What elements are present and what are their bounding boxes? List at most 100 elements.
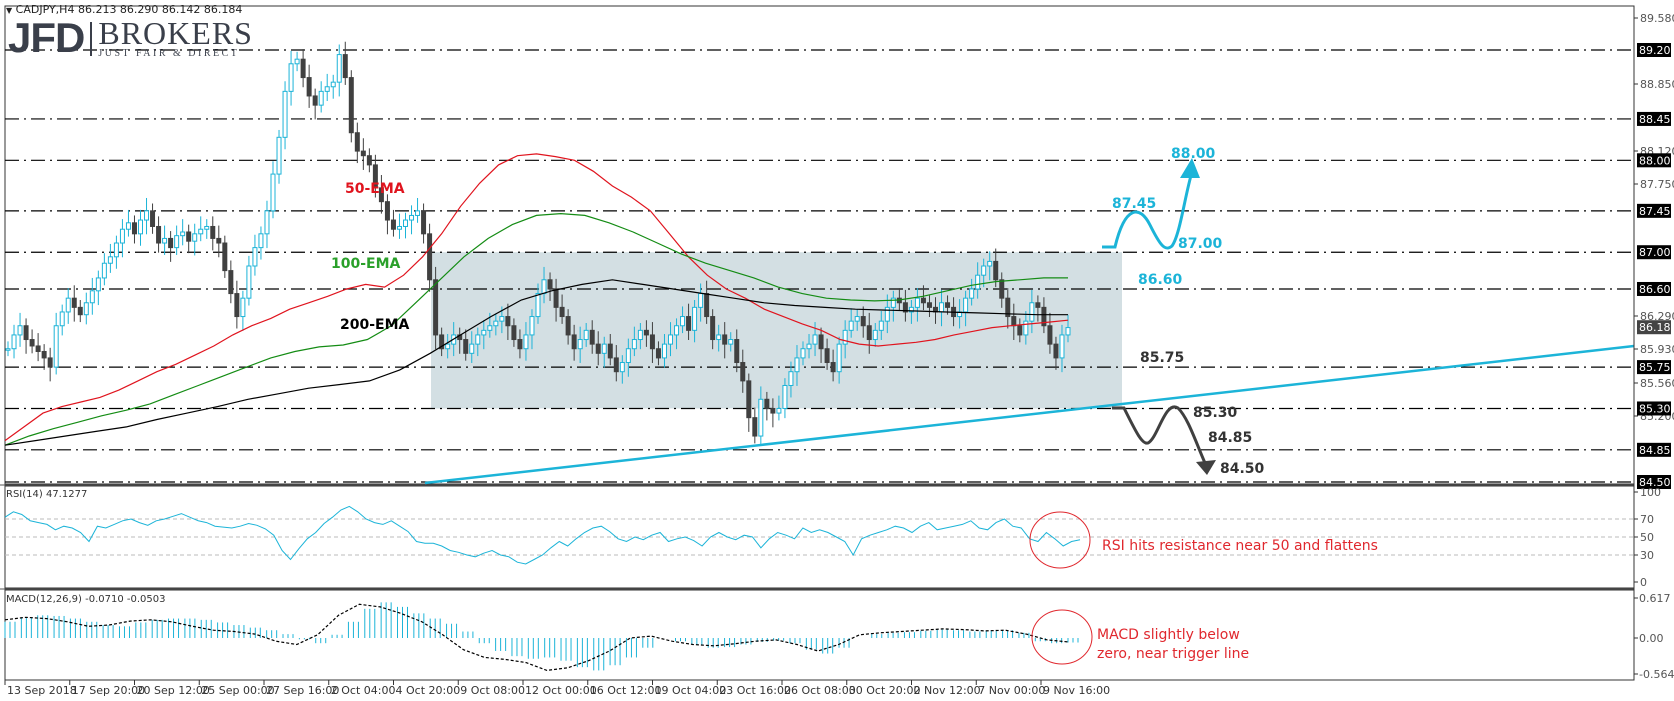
candle-body (330, 81, 336, 88)
level-price-tag-text: 85.750 (1639, 361, 1674, 374)
candle-body (547, 279, 553, 290)
time-axis-label: 4 Oct 20:00 (396, 684, 461, 697)
time-axis-label: 27 Sep 16:00 (266, 684, 339, 697)
candle-body (174, 235, 180, 249)
candle-body (306, 77, 312, 97)
candle-body (71, 297, 77, 308)
candle-body (607, 343, 613, 359)
candle-body (523, 334, 529, 350)
candle-body (698, 293, 704, 308)
candle-body (559, 306, 565, 318)
collapse-triangle-icon[interactable]: ▼ (6, 6, 13, 15)
candle-body (1023, 320, 1029, 336)
candle-body (529, 316, 535, 336)
candle-body (475, 334, 481, 345)
candle-body (866, 325, 872, 341)
candle-body (23, 325, 29, 341)
time-axis-label: 13 Sep 2018 (7, 684, 77, 697)
level-price-tag-text: 87.000 (1639, 246, 1674, 259)
candle-body (294, 58, 300, 65)
price-axis-label: 87.750 (1640, 178, 1674, 191)
candle-body (396, 225, 402, 230)
time-axis-label: 9 Nov 16:00 (1043, 684, 1110, 697)
candle-body (758, 398, 764, 437)
candle-body (920, 297, 926, 304)
candle-body (35, 345, 41, 352)
candle-body (427, 233, 433, 281)
candle-body (463, 339, 469, 354)
candle-body (975, 274, 981, 290)
candle-body (601, 343, 607, 354)
candle-body (186, 231, 192, 242)
level-8485-label: 84.85 (1208, 430, 1252, 446)
candle-body (981, 265, 987, 276)
candle-body (300, 58, 306, 79)
candle-body (168, 237, 174, 249)
candle-body (752, 417, 758, 437)
ema200-label: 200-EMA (340, 317, 410, 333)
rsi-line (4, 505, 1081, 565)
level-price-tag-text: 86.600 (1639, 283, 1674, 296)
candle-body (342, 54, 348, 79)
candle-body (692, 306, 698, 331)
ema100-label: 100-EMA (331, 256, 401, 272)
level-price-tag (1637, 442, 1671, 457)
candle-body (409, 214, 415, 221)
candle-body (366, 155, 372, 166)
time-axis-label: 12 Oct 00:00 (525, 684, 597, 697)
candle-body (541, 279, 547, 295)
logo-tagline: JUST FAIR & DIRECT (98, 48, 240, 59)
candle-body (1065, 327, 1071, 336)
price-axis-label: 88.850 (1640, 78, 1674, 91)
price-axis-label: 85.560 (1640, 377, 1674, 390)
logo-brokers: BROKERS (98, 15, 253, 51)
jfd-logo: JFD BROKERS JUST FAIR & DIRECT (8, 15, 253, 60)
candle-body (210, 225, 216, 239)
candle-body (17, 325, 23, 336)
candle-body (1041, 306, 1047, 327)
candle-body (1011, 316, 1017, 327)
main-panel (4, 5, 1635, 485)
candle-body (372, 164, 378, 189)
level-price-tag-text: 89.200 (1639, 44, 1674, 57)
candle-body (336, 54, 342, 83)
candle-body (1059, 334, 1065, 359)
candle-body (535, 293, 541, 318)
candle-body (890, 297, 896, 308)
candle-body (131, 222, 137, 235)
candle-body (625, 348, 631, 364)
candle-body (1005, 297, 1011, 318)
candle-body (439, 334, 445, 350)
candle-body (119, 228, 125, 244)
candle-body (150, 210, 156, 227)
candle-body (649, 334, 655, 350)
candle-body (1047, 325, 1053, 345)
price-axis-label: 86.290 (1640, 310, 1674, 323)
candle-body (746, 380, 752, 419)
candle-body (674, 325, 680, 336)
macd-axis-label: -0.5643 (1639, 668, 1674, 681)
time-axis-label: 19 Oct 04:00 (655, 684, 727, 697)
arrow-up-icon (1180, 158, 1200, 178)
candle-body (65, 297, 71, 313)
candle-body (312, 95, 318, 106)
candle-body (487, 325, 493, 331)
candle-body (595, 343, 601, 354)
candle-body (686, 316, 692, 331)
candle-body (469, 343, 475, 354)
candle-body (47, 357, 53, 368)
candle-body (734, 339, 740, 364)
candle-body (270, 173, 276, 212)
candle-body (258, 233, 264, 249)
time-axis-label: 25 Sep 00:00 (201, 684, 274, 697)
level-price-tag (1637, 245, 1671, 260)
candle-body (565, 316, 571, 336)
candle-body (493, 320, 499, 327)
logo-divider (90, 22, 93, 56)
price-axis-label: 89.580 (1640, 12, 1674, 25)
level-price-tag (1637, 475, 1671, 489)
level-price-tag (1637, 203, 1671, 218)
candle-body (5, 348, 11, 351)
candle-body (348, 77, 354, 134)
